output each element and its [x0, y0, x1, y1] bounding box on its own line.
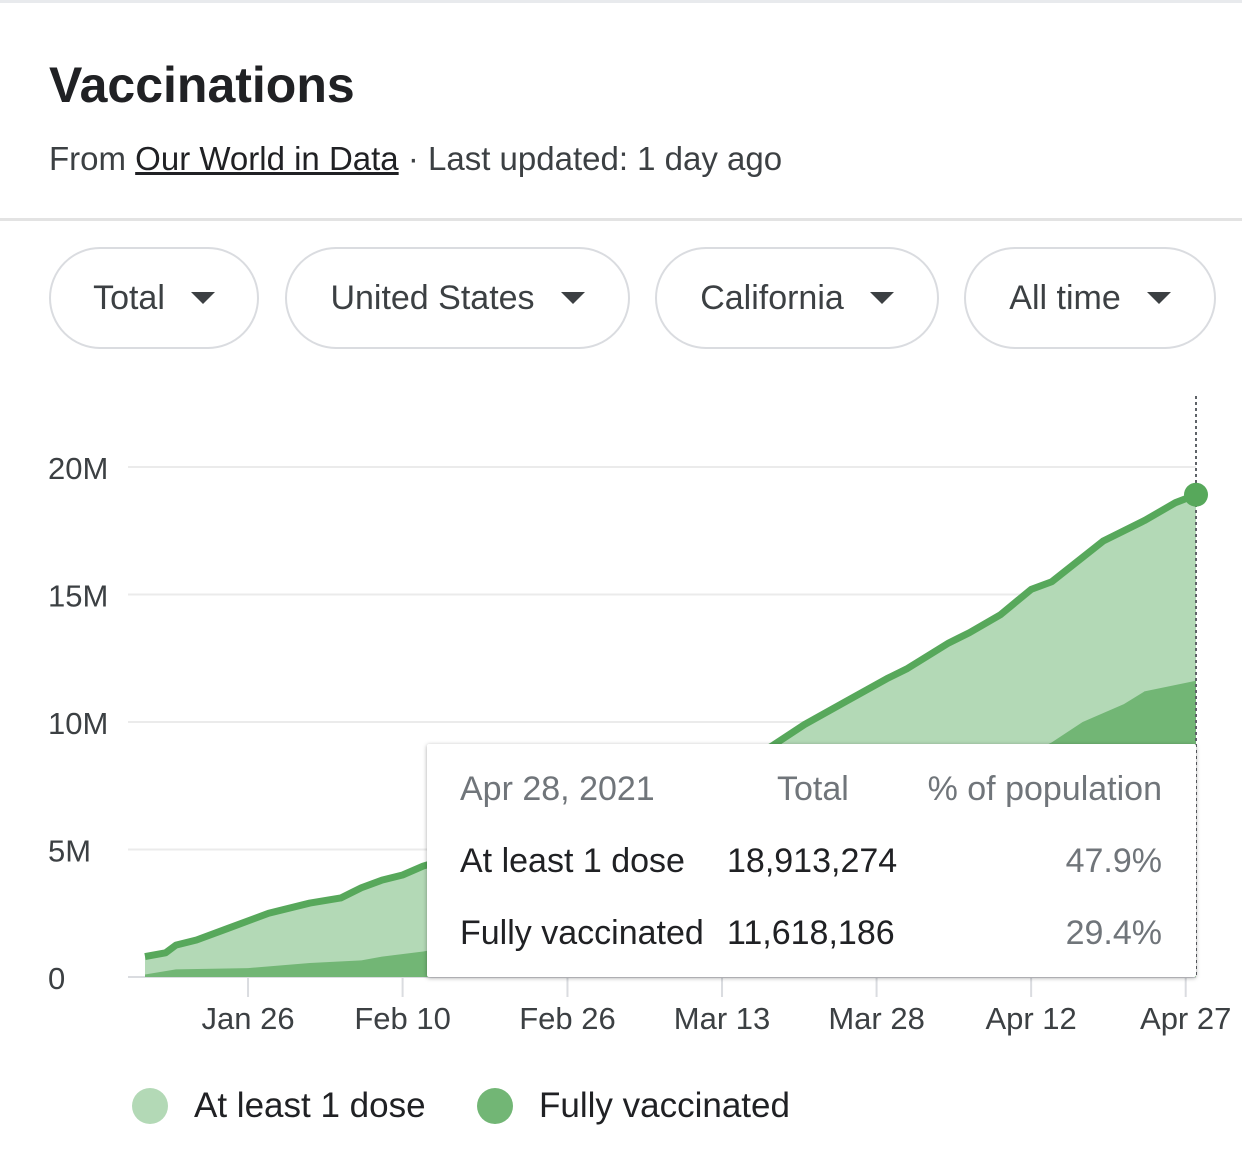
y-tick-label: 5M — [48, 834, 91, 869]
tooltip-row-total: 18,913,274 — [727, 842, 898, 880]
tooltip-col-pct: % of population — [927, 770, 1162, 808]
last-updated: · Last updated: 1 day ago — [407, 140, 783, 177]
x-tick-label: Feb 10 — [354, 1001, 451, 1036]
legend-dot-icon — [477, 1088, 513, 1124]
country-dropdown[interactable]: United States — [285, 247, 630, 349]
hover-point — [1184, 482, 1208, 507]
caret-down-icon — [560, 292, 585, 304]
region-dropdown[interactable]: California — [655, 247, 939, 349]
divider — [0, 218, 1242, 221]
y-tick-label: 15M — [48, 579, 108, 614]
legend-label: Fully vaccinated — [539, 1086, 790, 1125]
x-tick-label: Jan 26 — [202, 1001, 295, 1036]
y-tick-label: 20M — [48, 451, 108, 486]
legend-label: At least 1 dose — [194, 1086, 426, 1125]
tooltip-row-label: Fully vaccinated — [460, 914, 704, 952]
legend-item-full[interactable]: Fully vaccinated — [477, 1086, 790, 1126]
legend-dot-icon — [132, 1088, 168, 1124]
x-tick-label: Mar 13 — [674, 1001, 770, 1036]
metric-dropdown[interactable]: Total — [49, 247, 259, 349]
caret-down-icon — [1146, 292, 1171, 304]
x-tick-label: Mar 28 — [828, 1001, 924, 1036]
tooltip-row-pct: 47.9% — [1065, 842, 1162, 880]
tooltip-row-pct: 29.4% — [1065, 914, 1162, 952]
page-title: Vaccinations — [49, 57, 355, 113]
x-tick-label: Apr 12 — [985, 1001, 1076, 1036]
legend-item-dose1[interactable]: At least 1 dose — [132, 1086, 426, 1126]
tooltip-date: Apr 28, 2021 — [460, 770, 655, 808]
y-tick-label: 10M — [48, 706, 108, 741]
time-range-dropdown-label: All time — [1009, 278, 1121, 317]
x-tick-label: Apr 27 — [1140, 1001, 1231, 1036]
country-dropdown-label: United States — [330, 278, 535, 317]
caret-down-icon — [869, 292, 894, 304]
y-tick-label: 0 — [48, 961, 65, 996]
time-range-dropdown[interactable]: All time — [964, 247, 1216, 349]
caret-down-icon — [190, 292, 215, 304]
tooltip-col-total: Total — [777, 770, 849, 808]
metric-dropdown-label: Total — [93, 278, 165, 317]
top-border — [0, 0, 1242, 3]
source-prefix: From — [49, 140, 126, 177]
tooltip-row-total: 11,618,186 — [727, 914, 895, 952]
source-link[interactable]: Our World in Data — [135, 140, 399, 177]
region-dropdown-label: California — [700, 278, 844, 317]
chart-tooltip: Apr 28, 2021 Total % of population At le… — [427, 744, 1196, 977]
x-tick-label: Feb 26 — [519, 1001, 616, 1036]
tooltip-row-label: At least 1 dose — [460, 842, 685, 880]
source-line: From Our World in Data · Last updated: 1… — [49, 140, 782, 178]
